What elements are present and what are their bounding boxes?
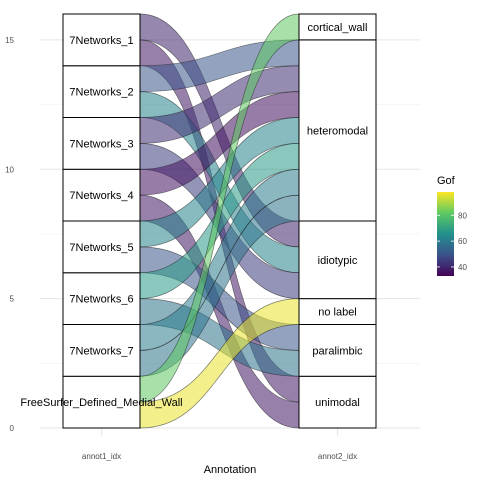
left-stratum-label: 7Networks_4: [69, 190, 133, 202]
legend-tick-label: 60: [458, 237, 467, 246]
right-strata: unimodal paralimbic no label idiotypic heter…: [298, 13, 377, 429]
left-stratum-label: 7Networks_7: [69, 345, 133, 357]
right-stratum-label: no label: [318, 307, 357, 319]
left-stratum-label: 7Networks_5: [69, 242, 133, 254]
left-stratum-box: [62, 168, 141, 222]
left-strata: FreeSurfer_Defined_Medial_Wall 7Networks_…: [20, 13, 183, 429]
y-tick-label: 10: [5, 165, 14, 174]
right-stratum-box: [298, 375, 377, 429]
right-stratum-label: idiotypic: [318, 255, 358, 267]
legend: Gof 40 60 80: [437, 175, 467, 276]
left-stratum-box: [62, 375, 141, 429]
right-stratum-label: unimodal: [315, 397, 360, 409]
left-stratum-box: [62, 117, 141, 170]
x-tick-label: annot2_idx: [318, 452, 357, 461]
right-stratum-label: paralimbic: [312, 345, 363, 357]
right-stratum-label: heteromodal: [307, 125, 368, 137]
left-stratum-label: 7Networks_6: [69, 294, 133, 306]
right-stratum-box: [298, 13, 377, 41]
right-stratum-box: [298, 220, 377, 300]
right-stratum-box: [298, 39, 377, 222]
legend-title: Gof: [437, 175, 456, 187]
legend-tick-label: 40: [458, 263, 467, 272]
legend-colorbar: [437, 192, 454, 276]
right-stratum-box: [298, 324, 377, 377]
left-stratum-box: [62, 272, 141, 325]
y-tick-label: 15: [5, 36, 14, 45]
left-stratum-label: 7Networks_2: [69, 87, 133, 99]
right-stratum-label: cortical_wall: [308, 22, 368, 34]
left-stratum-box: [62, 220, 141, 274]
y-tick-label: 5: [10, 295, 15, 304]
x-tick-label: annot1_idx: [82, 452, 121, 461]
legend-tick-label: 80: [458, 211, 467, 220]
left-stratum-box: [62, 324, 141, 377]
left-stratum-box: [62, 65, 141, 118]
left-stratum-label: FreeSurfer_Defined_Medial_Wall: [20, 397, 182, 409]
left-stratum-label: 7Networks_3: [69, 138, 133, 150]
y-tick-label: 0: [10, 424, 15, 433]
left-stratum-label: 7Networks_1: [69, 35, 133, 47]
x-axis-title: Annotation: [204, 464, 257, 476]
flows: [139, 13, 300, 429]
right-stratum-box: [298, 298, 377, 325]
left-stratum-box: [62, 13, 141, 67]
